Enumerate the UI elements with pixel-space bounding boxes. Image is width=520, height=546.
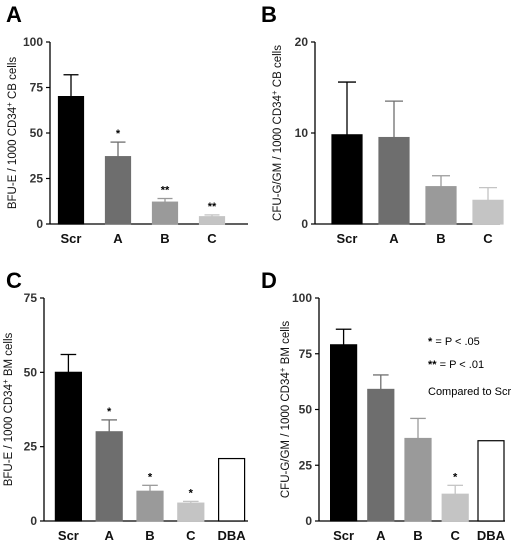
bar-b [151, 201, 179, 225]
bar-c [198, 216, 226, 225]
bar-scr [57, 95, 85, 225]
y-tick-label: 100 [292, 291, 312, 305]
category-label: Scr [61, 231, 82, 246]
category-label: A [389, 231, 399, 246]
bar-a [378, 136, 410, 225]
category-label: C [451, 528, 461, 543]
category-label: C [483, 231, 493, 246]
bar-a [104, 156, 132, 225]
panel-letter: D [261, 268, 277, 293]
bar-c [472, 199, 504, 225]
panel-d: D 0 25 50 75 100 CFU-G/GM / 1000 CD34+ BM cell… [261, 268, 511, 543]
category-label: B [413, 528, 422, 543]
bar-scr [330, 344, 358, 522]
bar-b [425, 186, 457, 225]
significance-marker: * [116, 128, 121, 140]
legend-p-text: = P < .05 [432, 336, 480, 348]
significance-marker: ** [208, 201, 217, 213]
category-label: B [436, 231, 445, 246]
y-axis-title-sup: + [5, 102, 14, 107]
y-axis-title-tail: CB cells [7, 57, 19, 103]
panel-letter: B [261, 2, 277, 27]
bar-c [177, 502, 205, 522]
category-label: Scr [333, 528, 354, 543]
bar-dba [477, 440, 505, 522]
bar-c [441, 493, 469, 522]
y-tick-label: 50 [24, 365, 38, 379]
category-label: A [113, 231, 123, 246]
legend-p-text: = P < .01 [437, 359, 485, 371]
legend-single-star: * = P < .05 [428, 336, 480, 348]
y-axis-title-tail: CB cells [272, 45, 284, 91]
bar-b [404, 437, 432, 522]
y-tick-label: 75 [30, 81, 44, 95]
panel-b: B 0 10 20 CFU-G/GM / 1000 CD34+ CB cells Scr A… [261, 2, 504, 246]
category-label: C [186, 528, 196, 543]
y-axis-title-main: BFU-E / 1000 CD34 [7, 106, 19, 209]
y-tick-label: 100 [23, 35, 43, 49]
y-tick-label: 25 [30, 172, 44, 186]
y-tick-label: 10 [295, 126, 309, 140]
bar-scr [54, 371, 83, 522]
category-label: DBA [218, 528, 247, 543]
category-label: B [145, 528, 154, 543]
category-label: DBA [477, 528, 506, 543]
significance-marker: ** [161, 185, 170, 197]
y-tick-label: 25 [299, 458, 313, 472]
y-axis-title-main: BFU-E / 1000 CD34 [3, 383, 15, 486]
y-axis-title: BFU-E / 1000 CD34+ CB cells [5, 57, 19, 210]
panel-c: C 0 25 50 75 BFU-E / 1000 CD34+ BM cells Scr * A… [1, 268, 248, 543]
panel-letter: A [6, 2, 22, 27]
bar-a [95, 431, 123, 522]
y-axis-title: CFU-G/GM / 1000 CD34+ CB cells [270, 45, 284, 221]
bar-dba [218, 457, 246, 522]
y-tick-label: 25 [24, 440, 38, 454]
y-tick-label: 75 [299, 347, 313, 361]
y-axis-title-tail: BM cells [3, 332, 15, 379]
category-label: C [207, 231, 217, 246]
legend-star: * [428, 336, 433, 348]
y-tick-label: 50 [30, 126, 44, 140]
y-axis-title-main: CFU-G/GM / 1000 CD34 [280, 372, 292, 498]
y-axis-title-main: CFU-G/GM / 1000 CD34 [272, 94, 284, 220]
significance-marker: * [453, 471, 458, 483]
category-label: Scr [337, 231, 358, 246]
panel-a: A 0 25 50 75 100 BFU-E / 1000 CD34+ CB cells Sc… [5, 2, 248, 246]
significance-marker: * [148, 471, 153, 483]
y-axis-title-tail: BM cells [280, 321, 292, 368]
category-label: A [376, 528, 386, 543]
significance-marker: * [189, 487, 194, 499]
y-tick-label: 75 [24, 291, 38, 305]
legend-star: ** [428, 359, 437, 371]
y-tick-label: 0 [36, 217, 43, 231]
y-axis-title: BFU-E / 1000 CD34+ BM cells [1, 332, 15, 486]
bar-a [367, 388, 395, 522]
y-tick-label: 50 [299, 403, 313, 417]
y-axis-title: CFU-G/GM / 1000 CD34+ BM cells [278, 321, 292, 498]
y-tick-label: 0 [30, 514, 37, 528]
category-label: A [105, 528, 115, 543]
legend-note: Compared to Scr [428, 386, 511, 398]
bar-scr [331, 134, 363, 225]
significance-marker: * [107, 406, 112, 418]
y-axis-title-sup: + [1, 379, 10, 384]
y-axis-title-sup: + [270, 90, 279, 95]
category-label: B [160, 231, 169, 246]
legend-double-star: ** = P < .01 [428, 359, 484, 371]
y-axis-title-sup: + [278, 367, 287, 372]
y-tick-label: 20 [295, 35, 309, 49]
panel-letter: C [6, 268, 22, 293]
y-tick-label: 0 [301, 217, 308, 231]
category-label: Scr [58, 528, 79, 543]
bar-b [136, 490, 164, 522]
y-tick-label: 0 [305, 514, 312, 528]
